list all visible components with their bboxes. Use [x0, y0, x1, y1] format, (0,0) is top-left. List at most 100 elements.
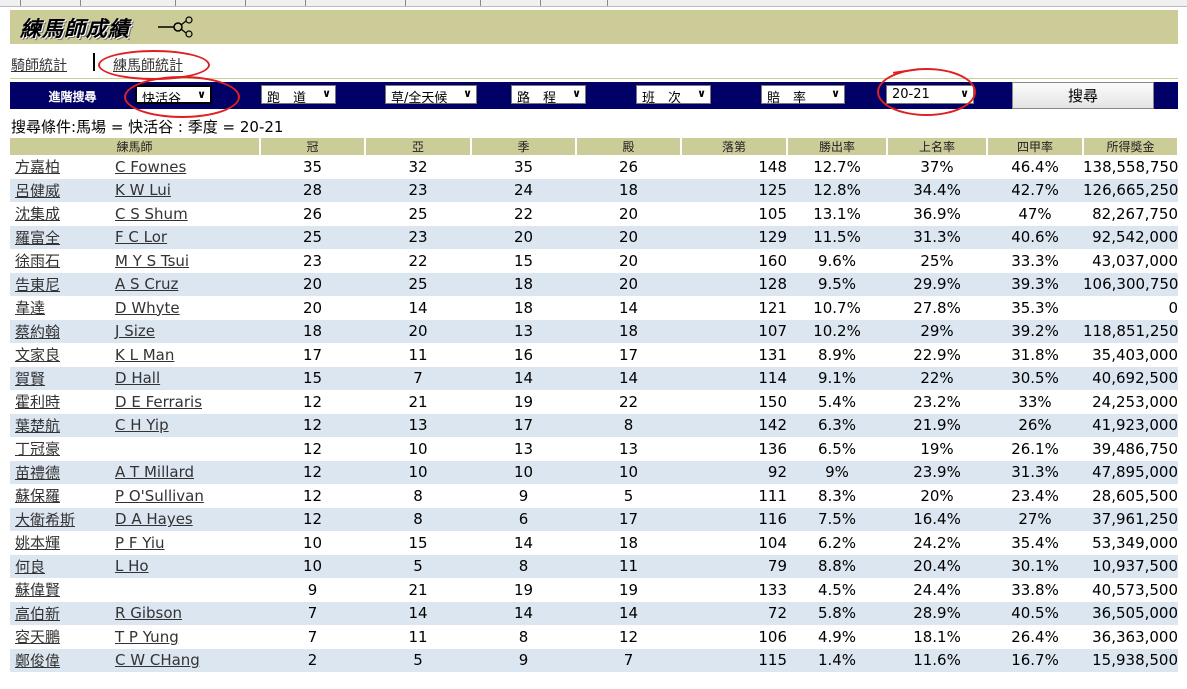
trainer-cn-link[interactable]: 苗禮德	[15, 463, 61, 482]
share-icon[interactable]	[158, 16, 198, 42]
wins-cell: 12	[302, 486, 323, 505]
win-rate-cell: 5.8%	[787, 601, 888, 625]
track-select[interactable]: 跑 道 ∨	[261, 85, 336, 106]
tab-jockey-stats[interactable]: 騎師統計	[11, 58, 67, 74]
thirds-cell: 17	[471, 413, 577, 437]
trainer-en-link[interactable]: D Hall	[115, 369, 161, 388]
trainer-cn-link[interactable]: 蘇保羅	[15, 487, 61, 506]
trainer-cn-link[interactable]: 蔡約翰	[15, 322, 61, 341]
place-rate-cell: 23.9%	[887, 460, 988, 484]
trainer-en-link[interactable]: A T Millard	[115, 463, 195, 482]
trainer-cn-link[interactable]: 葉楚航	[15, 416, 61, 435]
thirds-cell: 8	[471, 554, 577, 578]
trainer-cn-link[interactable]: 鄭俊偉	[15, 651, 61, 670]
trainer-en-link[interactable]: C S Shum	[115, 204, 188, 223]
wins-cell: 20	[260, 272, 366, 296]
table-row: 呂健威 K W Lui 28 23 24 18 125 12.8% 34.4% 42.7% 126,…	[10, 178, 1178, 202]
col-header-place-rate[interactable]: 上名率	[887, 138, 989, 155]
wins-cell: 35	[302, 157, 323, 176]
place-rate-cell: 16.4%	[887, 507, 988, 531]
trainer-cn-cell: 蔡約翰	[10, 319, 110, 343]
trainer-en-link[interactable]: D E Ferraris	[115, 392, 203, 411]
trainer-cn-cell: 大衛希斯	[10, 507, 110, 531]
thirds-cell: 19	[513, 580, 534, 599]
trainer-cn-link[interactable]: 容天鵬	[15, 628, 61, 647]
trainer-en-cell: C H Yip	[110, 413, 261, 437]
trainer-en-link[interactable]: M Y S Tsui	[115, 251, 190, 270]
trainer-en-link[interactable]: J Size	[115, 322, 155, 341]
wins-cell: 7	[260, 601, 366, 625]
trainer-cn-cell: 何良	[10, 554, 110, 578]
trainer-en-link[interactable]: T P Yung	[115, 627, 179, 646]
trainer-cn-link[interactable]: 賀賢	[15, 369, 46, 388]
prize-money-cell: 47,895,000	[1083, 460, 1179, 484]
trainer-en-cell: D Whyte	[110, 296, 260, 320]
trainer-en-link[interactable]: L Ho	[115, 557, 149, 576]
trainer-cn-cell: 姚本輝	[10, 531, 110, 555]
trainer-en-link[interactable]: D A Hayes	[115, 510, 193, 529]
prize-money-cell: 10,937,500	[1083, 554, 1179, 578]
seconds-cell: 13	[365, 413, 472, 437]
trainer-cn-link[interactable]: 徐雨石	[15, 252, 61, 271]
trainer-en-link[interactable]: F C Lor	[115, 228, 168, 247]
surface-select[interactable]: 草/全天候 ∨	[385, 85, 477, 106]
odds-select[interactable]: 賠 率 ∨	[761, 85, 845, 106]
col-header-win[interactable]: 冠	[260, 138, 367, 155]
col-header-unplaced[interactable]: 落第	[681, 138, 789, 155]
trainer-en-link[interactable]: P F Yiu	[115, 533, 165, 552]
trainer-en-link[interactable]: D Whyte	[115, 298, 180, 317]
trainer-cn-link[interactable]: 羅富全	[15, 228, 61, 247]
unplaced-cell: 114	[681, 366, 788, 390]
col-header-top4-rate[interactable]: 四甲率	[987, 138, 1085, 155]
trainer-cn-link[interactable]: 姚本輝	[15, 534, 61, 553]
trainer-en-link[interactable]: K L Man	[115, 345, 175, 364]
col-header-third[interactable]: 季	[471, 138, 578, 155]
prize-money-cell: 24,253,000	[1092, 392, 1179, 411]
trainer-cn-link[interactable]: 方嘉柏	[15, 158, 61, 177]
search-condition: 搜尋條件:馬場 = 快活谷 : 季度 = 20-21	[11, 118, 284, 136]
trainer-en-cell: K L Man	[110, 343, 260, 367]
seconds-cell: 25	[408, 204, 428, 223]
top4-rate-cell: 26.4%	[1011, 627, 1059, 646]
col-header-prize[interactable]: 所得獎金	[1083, 138, 1180, 155]
seconds-cell: 20	[365, 319, 472, 343]
trainer-cn-link[interactable]: 何良	[15, 557, 46, 576]
wins-cell: 10	[302, 533, 323, 552]
col-header-fourth[interactable]: 殿	[576, 138, 683, 155]
col-header-second[interactable]: 亞	[365, 138, 473, 155]
table-row: 苗禮德 A T Millard 12 10 10 10 92 9% 23.9% 31.3% 47,8…	[10, 460, 1179, 484]
unplaced-cell: 104	[758, 533, 788, 552]
trainer-cn-link[interactable]: 大衛希斯	[15, 510, 76, 529]
trainer-en-link[interactable]: C H Yip	[115, 416, 169, 435]
trainer-en-link[interactable]: C W CHang	[115, 651, 200, 670]
fourths-cell: 20	[576, 225, 682, 249]
trainer-cn-link[interactable]: 韋達	[15, 299, 46, 318]
wins-cell: 26	[302, 204, 323, 223]
seconds-cell: 8	[365, 507, 472, 531]
thirds-cell: 6	[471, 507, 577, 531]
trainer-en-link[interactable]: C Fownes	[115, 157, 187, 176]
thirds-cell: 24	[471, 178, 577, 202]
class-select[interactable]: 班 次 ∨	[636, 85, 711, 106]
distance-select[interactable]: 路 程 ∨	[511, 85, 586, 106]
trainer-en-link[interactable]: P O'Sullivan	[115, 486, 204, 505]
col-header-win-rate[interactable]: 勝出率	[787, 138, 889, 155]
trainer-cn-link[interactable]: 霍利時	[15, 393, 61, 412]
trainer-en-link[interactable]: R Gibson	[115, 604, 183, 623]
prize-money-cell: 118,851,250	[1083, 319, 1178, 343]
search-button[interactable]: 搜尋	[1012, 82, 1154, 109]
seconds-cell: 5	[365, 648, 472, 672]
trainer-cn-link[interactable]: 呂健威	[15, 181, 61, 200]
trainer-en-link[interactable]: K W Lui	[115, 181, 171, 200]
fourths-cell: 26	[618, 157, 639, 176]
trainer-cn-link[interactable]: 沈集成	[15, 205, 61, 224]
trainer-cn-link[interactable]: 告東尼	[15, 275, 61, 294]
trainer-en-link[interactable]: A S Cruz	[115, 275, 179, 294]
trainer-cn-link[interactable]: 蘇偉賢	[15, 581, 61, 600]
top4-rate-cell: 35.4%	[1011, 533, 1059, 552]
col-header-trainer[interactable]: 練馬師	[10, 138, 262, 155]
prize-money-cell: 28,605,500	[1092, 486, 1179, 505]
trainer-cn-link[interactable]: 丁冠豪	[15, 440, 61, 459]
trainer-cn-link[interactable]: 高伯新	[15, 604, 61, 623]
trainer-cn-link[interactable]: 文家良	[15, 346, 61, 365]
